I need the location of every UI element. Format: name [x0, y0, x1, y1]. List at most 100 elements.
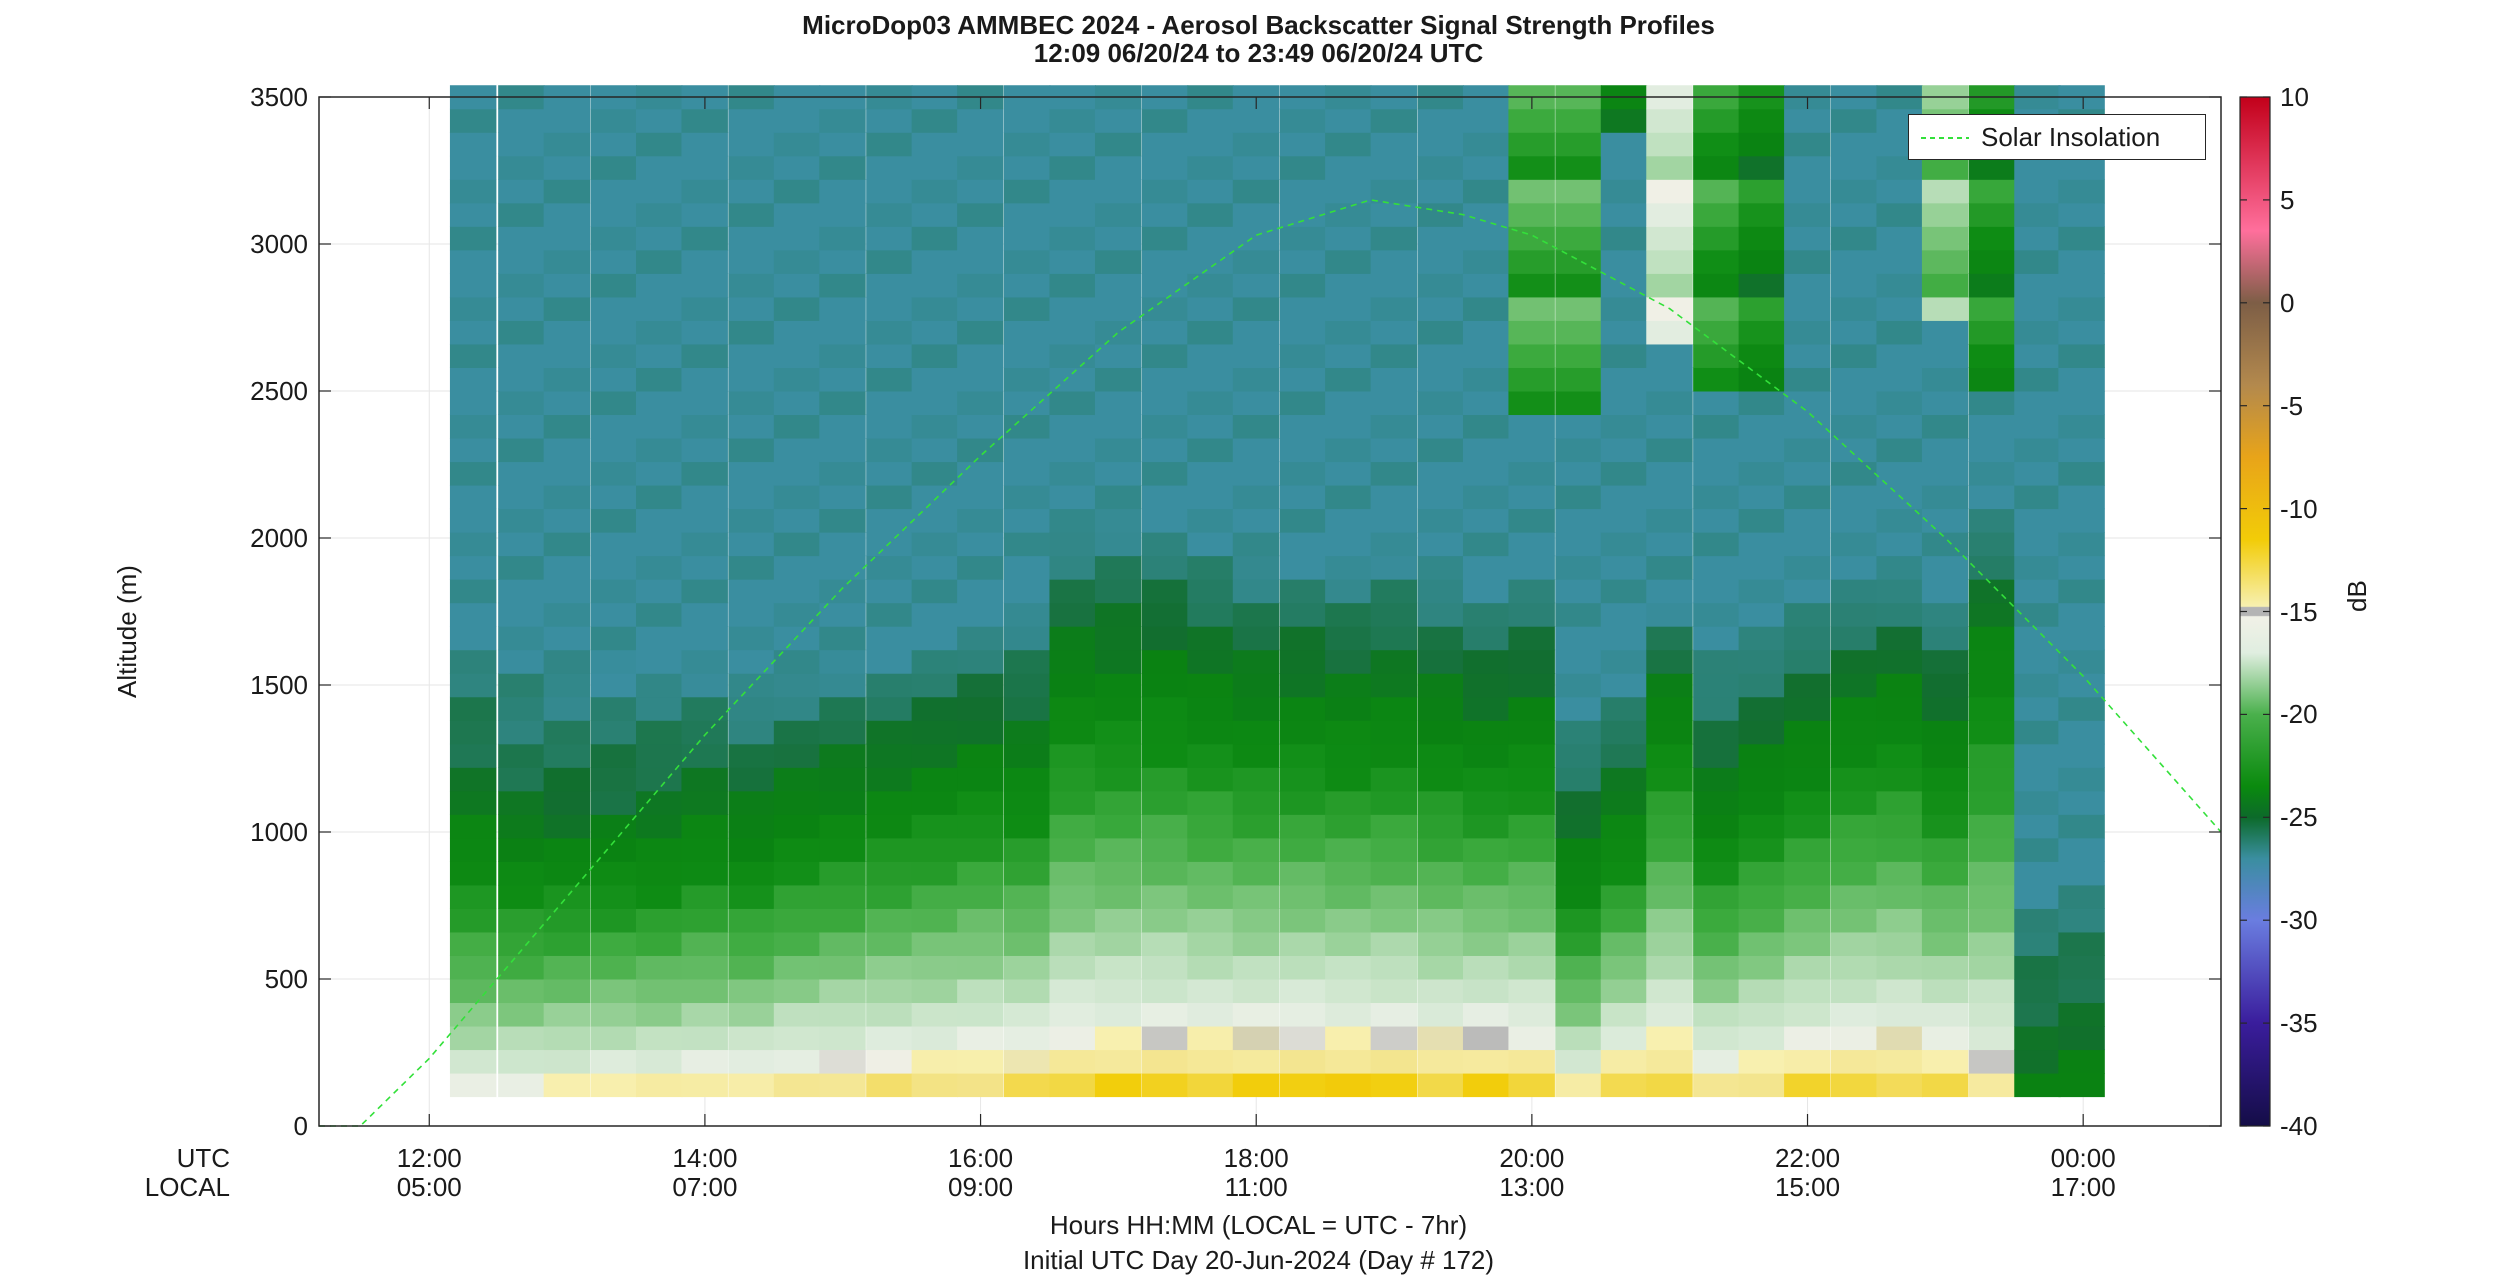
heatmap-cell	[1600, 179, 1648, 204]
colorbar-tick-label: -30	[2280, 905, 2318, 936]
heatmap-cell	[449, 579, 497, 604]
heatmap-cell	[1968, 602, 2016, 627]
heatmap-cell	[498, 179, 545, 204]
heatmap-cell	[866, 343, 913, 368]
heatmap-cell	[1830, 908, 1878, 933]
heatmap-cell	[1325, 485, 1372, 510]
heatmap-cell	[590, 1049, 637, 1074]
heatmap-cell	[1600, 884, 1648, 909]
heatmap-cell	[1003, 155, 1051, 180]
heatmap-cell	[819, 1026, 866, 1051]
heatmap-cell	[1646, 273, 1693, 298]
heatmap-cell	[1003, 555, 1051, 580]
heatmap-cell	[2014, 837, 2061, 862]
heatmap-cell	[543, 438, 591, 463]
heatmap-cell	[773, 696, 821, 721]
heatmap-cell	[2014, 179, 2061, 204]
heatmap-cell	[590, 108, 637, 133]
heatmap-cell	[819, 814, 866, 839]
heatmap-cell	[681, 814, 728, 839]
heatmap-cell	[590, 273, 637, 298]
heatmap-cell	[449, 532, 497, 557]
heatmap-cell	[1003, 532, 1051, 557]
heatmap-cell	[681, 602, 728, 627]
heatmap-cell	[1141, 790, 1189, 815]
heatmap-cell	[1232, 908, 1280, 933]
heatmap-cell	[728, 1026, 775, 1051]
heatmap-cell	[636, 884, 683, 909]
heatmap-cell	[957, 579, 1004, 604]
heatmap-cell	[1921, 626, 1969, 651]
heatmap-cell	[819, 508, 866, 533]
heatmap-cell	[1049, 720, 1096, 745]
heatmap-cell	[1370, 955, 1418, 980]
heatmap-cell	[1279, 1073, 1327, 1098]
heatmap-cell	[1417, 532, 1464, 557]
heatmap-cell	[957, 696, 1004, 721]
heatmap-cell	[773, 461, 821, 486]
heatmap-cell	[590, 767, 637, 792]
heatmap-cell	[636, 296, 683, 321]
heatmap-cell	[1968, 649, 2016, 674]
heatmap-cell	[1279, 273, 1327, 298]
heatmap-cell	[1417, 320, 1464, 345]
heatmap-cell	[2058, 485, 2105, 510]
heatmap-cell	[1232, 955, 1280, 980]
heatmap-cell	[1508, 461, 1555, 486]
heatmap-cell	[1417, 814, 1464, 839]
heatmap-cell	[1370, 179, 1418, 204]
heatmap-cell	[449, 884, 497, 909]
heatmap-cell	[1784, 884, 1831, 909]
heatmap-cell	[2014, 202, 2061, 227]
heatmap-cell	[1187, 602, 1234, 627]
heatmap-cell	[1600, 296, 1648, 321]
heatmap-cell	[866, 249, 913, 274]
heatmap-cell	[498, 673, 545, 698]
heatmap-cell	[498, 837, 545, 862]
heatmap-cell	[498, 132, 545, 157]
heatmap-cell	[2058, 884, 2105, 909]
heatmap-cell	[1738, 155, 1786, 180]
utc-row-label: UTC	[176, 1143, 230, 1173]
heatmap-cell	[1555, 296, 1602, 321]
heatmap-cell	[1693, 626, 1740, 651]
y-tick-label: 500	[264, 964, 308, 994]
heatmap-cell	[590, 602, 637, 627]
heatmap-cell	[1094, 743, 1142, 768]
heatmap-cell	[1508, 720, 1555, 745]
heatmap-cell	[2058, 414, 2105, 439]
heatmap-cells	[449, 85, 2105, 1098]
heatmap-cell	[498, 414, 545, 439]
heatmap-cell	[866, 1073, 913, 1098]
heatmap-cell	[636, 579, 683, 604]
heatmap-cell	[1555, 155, 1602, 180]
heatmap-cell	[866, 955, 913, 980]
heatmap-cell	[543, 532, 591, 557]
heatmap-cell	[543, 1002, 591, 1027]
heatmap-cell	[1784, 579, 1831, 604]
heatmap-cell	[1049, 320, 1096, 345]
heatmap-cell	[681, 461, 728, 486]
heatmap-cell	[957, 837, 1004, 862]
heatmap-cell	[1830, 767, 1878, 792]
heatmap-cell	[590, 720, 637, 745]
heatmap-cell	[1141, 955, 1189, 980]
heatmap-cell	[1921, 884, 1969, 909]
heatmap-cell	[1003, 884, 1051, 909]
heatmap-cell	[819, 602, 866, 627]
heatmap-cell	[681, 367, 728, 392]
heatmap-cell	[681, 673, 728, 698]
heatmap-cell	[1232, 720, 1280, 745]
heatmap-cell	[1738, 391, 1786, 416]
heatmap-cell	[1921, 1049, 1969, 1074]
heatmap-cell	[449, 461, 497, 486]
heatmap-cell	[590, 155, 637, 180]
heatmap-cell	[1555, 626, 1602, 651]
heatmap-cell	[1968, 720, 2016, 745]
heatmap-cell	[1738, 532, 1786, 557]
heatmap-cell	[449, 1073, 497, 1098]
heatmap-cell	[1325, 790, 1372, 815]
heatmap-cell	[1738, 861, 1786, 886]
heatmap-cell	[1325, 296, 1372, 321]
heatmap-cell	[1646, 226, 1693, 251]
